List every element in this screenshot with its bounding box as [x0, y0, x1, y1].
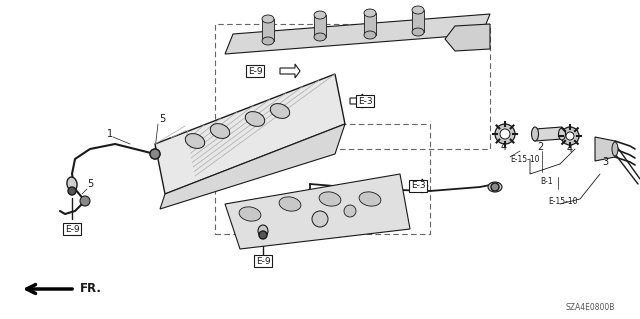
Circle shape [312, 211, 328, 227]
Polygon shape [410, 179, 428, 193]
Polygon shape [412, 10, 424, 32]
Text: B-1: B-1 [540, 176, 552, 186]
Ellipse shape [531, 127, 538, 141]
Text: SZA4E0800B: SZA4E0800B [565, 302, 614, 311]
Circle shape [68, 187, 76, 195]
Polygon shape [160, 124, 345, 209]
Text: 3: 3 [602, 157, 608, 167]
Ellipse shape [314, 11, 326, 19]
Ellipse shape [412, 6, 424, 14]
Ellipse shape [364, 31, 376, 39]
Ellipse shape [262, 15, 274, 23]
Text: 2: 2 [537, 142, 543, 152]
Ellipse shape [270, 104, 290, 118]
Ellipse shape [186, 134, 205, 148]
Text: FR.: FR. [80, 283, 102, 295]
Circle shape [566, 132, 574, 140]
Ellipse shape [364, 9, 376, 17]
Ellipse shape [319, 192, 341, 206]
Ellipse shape [359, 192, 381, 206]
Text: 5: 5 [159, 114, 165, 124]
Circle shape [80, 196, 90, 206]
Text: E-3: E-3 [358, 97, 372, 106]
Circle shape [561, 127, 579, 145]
Ellipse shape [239, 207, 261, 221]
Text: E-3: E-3 [411, 182, 426, 190]
Text: 5: 5 [87, 179, 93, 189]
Text: E-15-10: E-15-10 [548, 197, 577, 205]
Ellipse shape [412, 28, 424, 36]
Circle shape [344, 205, 356, 217]
Circle shape [150, 149, 160, 159]
Ellipse shape [488, 182, 502, 192]
Polygon shape [155, 74, 345, 194]
Text: 4: 4 [567, 144, 573, 154]
Circle shape [500, 129, 510, 139]
Polygon shape [445, 24, 490, 51]
Text: E-9: E-9 [65, 225, 79, 234]
Polygon shape [314, 15, 326, 37]
Polygon shape [350, 94, 368, 108]
Polygon shape [535, 127, 562, 141]
Polygon shape [364, 13, 376, 35]
Circle shape [259, 231, 267, 239]
Ellipse shape [245, 112, 265, 126]
Circle shape [495, 124, 515, 144]
Ellipse shape [262, 37, 274, 45]
Ellipse shape [612, 142, 618, 156]
Polygon shape [262, 19, 274, 41]
Text: 4: 4 [501, 142, 507, 152]
Text: E-9: E-9 [248, 66, 262, 76]
Ellipse shape [211, 123, 230, 138]
Circle shape [150, 149, 160, 159]
Circle shape [491, 183, 499, 191]
Polygon shape [225, 14, 490, 54]
Text: 1: 1 [107, 129, 113, 139]
Ellipse shape [559, 128, 566, 140]
Ellipse shape [314, 33, 326, 41]
Polygon shape [225, 174, 410, 249]
Text: E-15-10: E-15-10 [510, 154, 540, 164]
Polygon shape [595, 137, 615, 161]
Ellipse shape [279, 197, 301, 211]
Ellipse shape [67, 177, 77, 191]
Ellipse shape [258, 225, 268, 237]
Polygon shape [280, 64, 300, 78]
Text: E-9: E-9 [256, 256, 270, 265]
